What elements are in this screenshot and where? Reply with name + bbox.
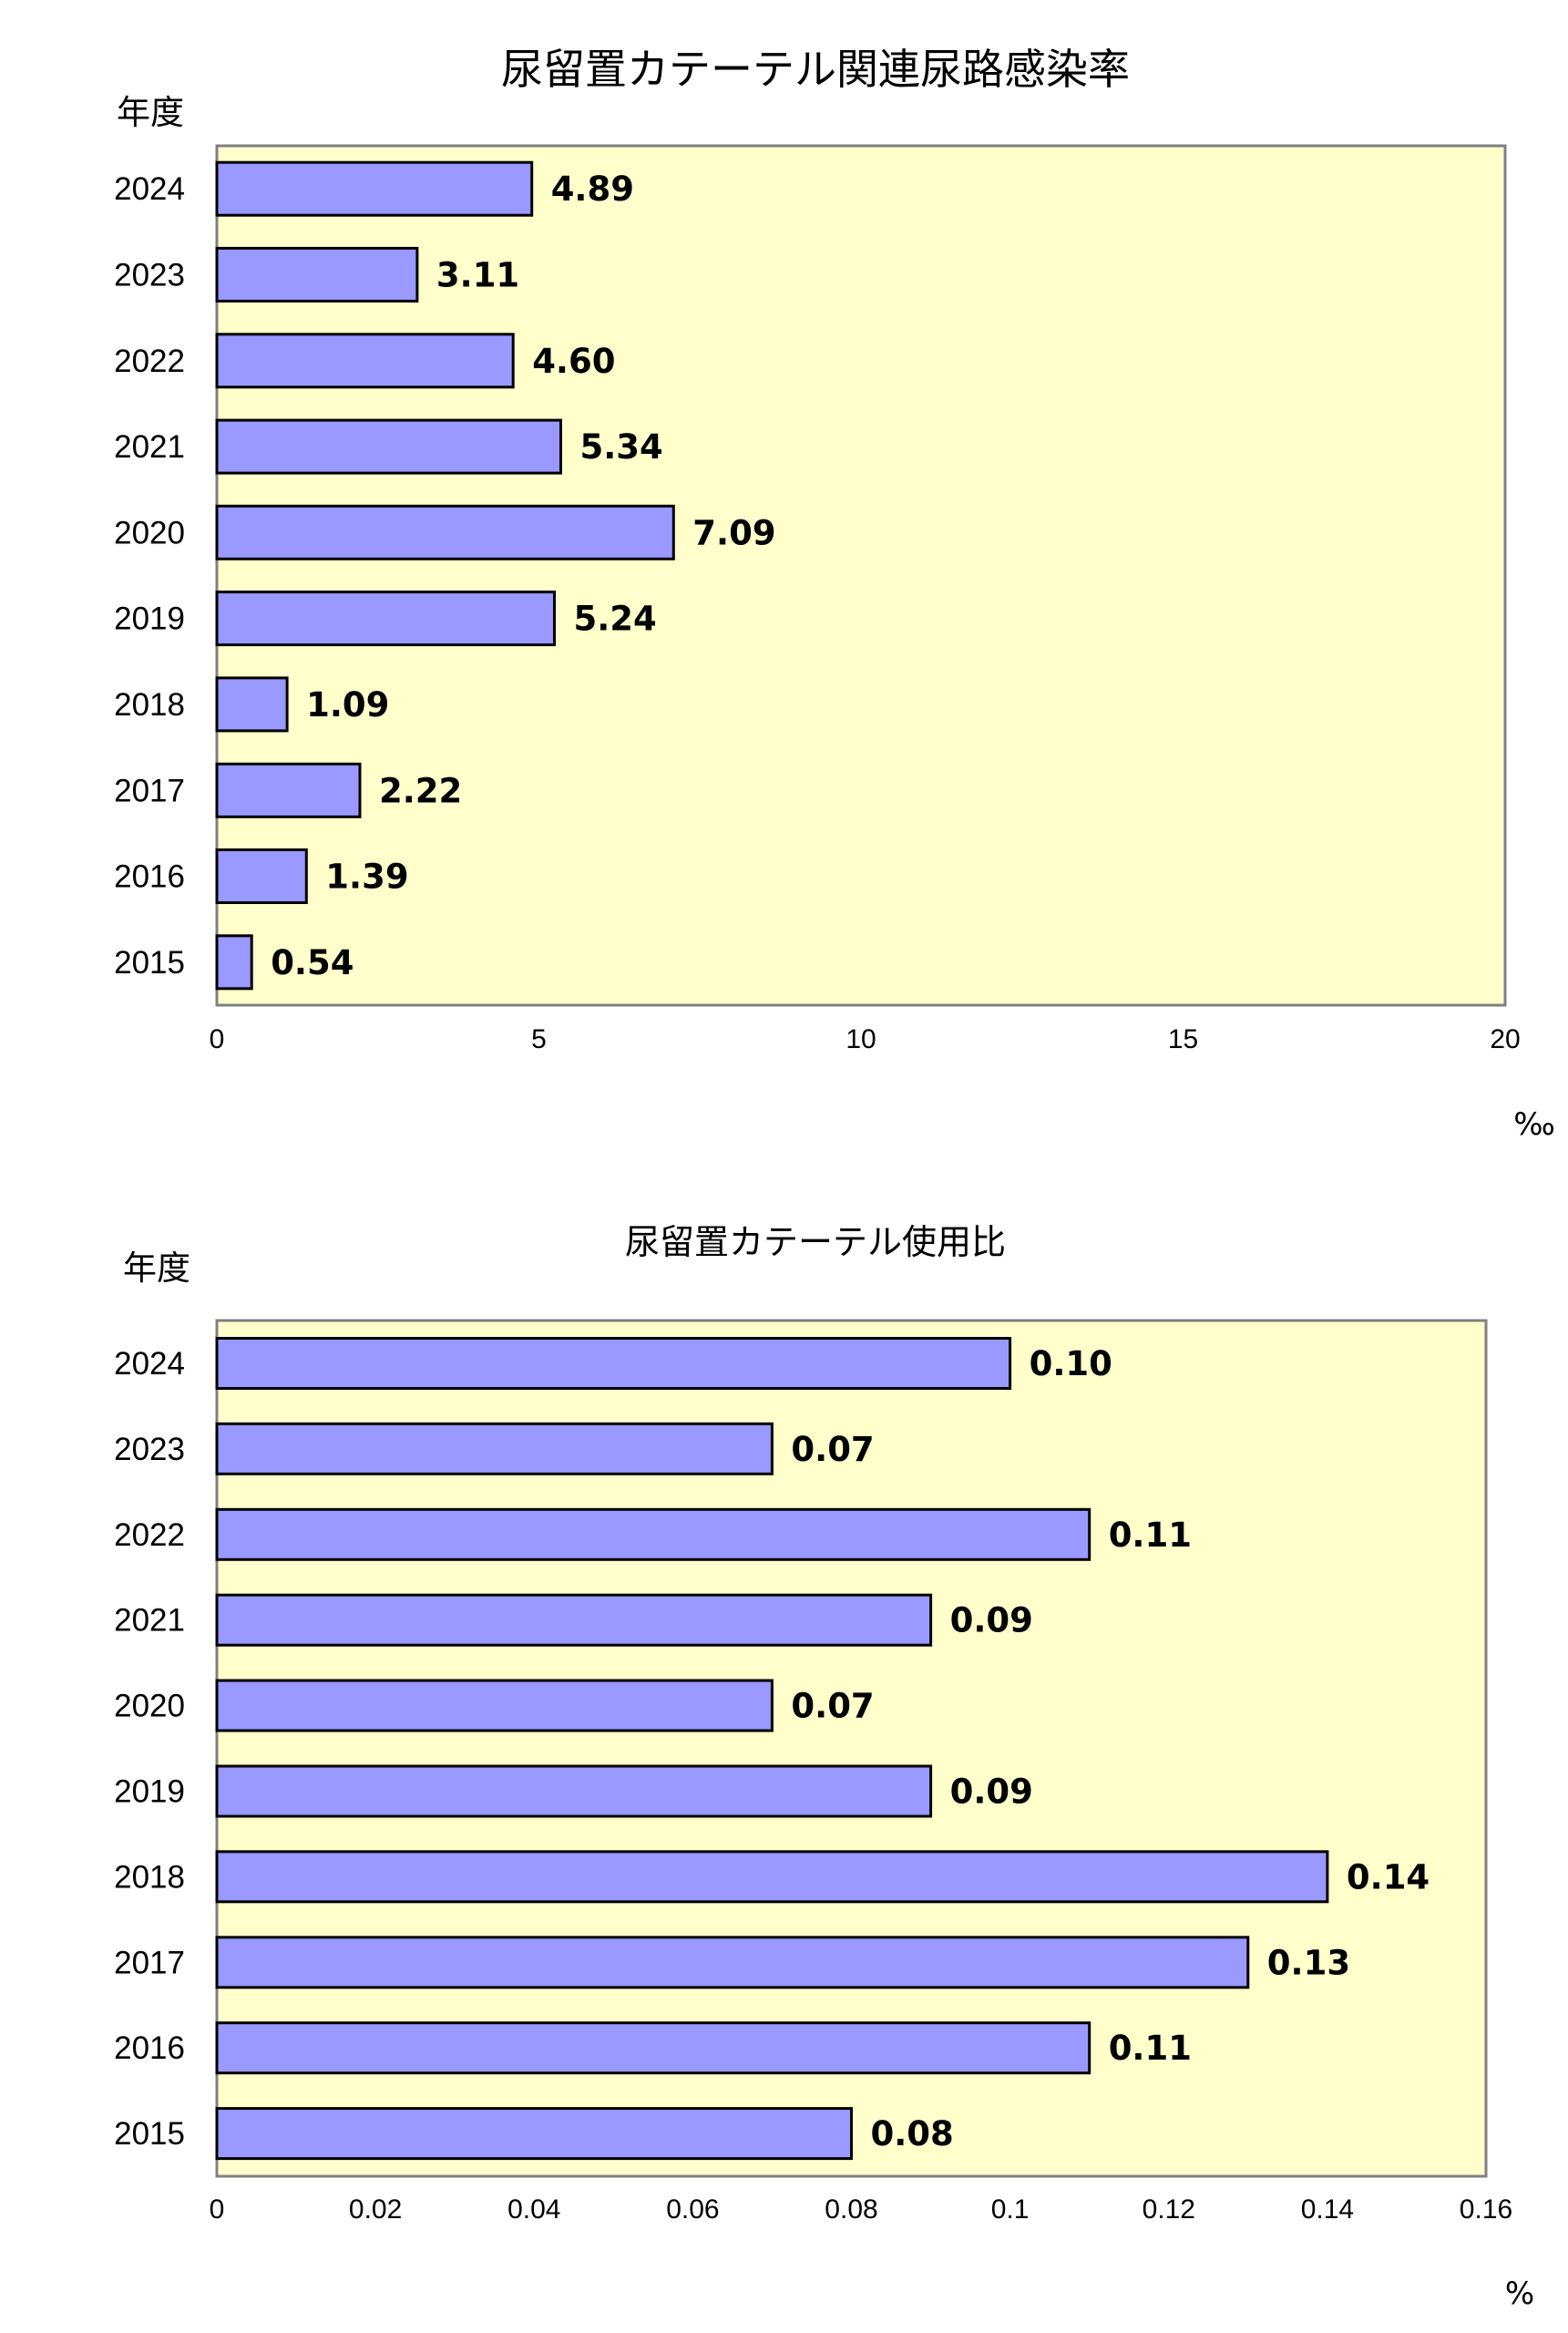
category-label-2023: 2023 [114,1432,185,1467]
data-label-2018: 0.14 [1347,1857,1430,1896]
bar-2017 [215,762,362,818]
data-label-2017: 0.13 [1267,1943,1350,1982]
x-tick-label: 0.12 [1143,2194,1195,2225]
data-label-2022: 4.60 [532,342,615,381]
data-label-2015: 0.08 [871,2114,954,2153]
bar-2021 [215,418,562,475]
category-label-2015: 2015 [114,945,185,981]
infection-rate-chart: 尿留置カテーテル関連尿路感染率 年度 4.89 3.11 4.60 5.34 7.09 5… [114,45,1555,1143]
bar-2024 [215,160,534,217]
usage-ratio-chart: 尿留置カテーテル使用比 年度 0.100.070.110.090.070.090… [114,1222,1534,2312]
x-tick-label: 0.06 [666,2194,719,2225]
category-axis-label: 年度 [117,93,184,132]
category-label-2023: 2023 [114,257,185,293]
x-tick-label: 0.16 [1460,2194,1512,2225]
bar-2018 [215,1850,1329,1904]
bar-2015 [215,2107,853,2161]
bar-2020 [215,504,675,560]
bar-2021 [215,1593,933,1647]
category-label-2018: 2018 [114,687,185,723]
category-label-2019: 2019 [114,601,185,637]
category-label-2019: 2019 [114,1774,185,1810]
category-label-2016: 2016 [114,859,185,895]
bar-2024 [215,1337,1012,1390]
data-label-2016: 1.39 [325,858,408,897]
chart-title: 尿留置カテーテル使用比 [625,1222,1006,1262]
data-label-2018: 1.09 [306,685,389,725]
category-label-2017: 2017 [114,773,185,808]
data-label-2024: 4.89 [551,170,634,209]
bar-2015 [215,934,253,991]
x-tick-label: 5 [531,1024,547,1054]
data-label-2017: 2.22 [379,771,462,810]
category-label-2024: 2024 [114,171,185,207]
bar-2019 [215,591,556,647]
category-label-2018: 2018 [114,1859,185,1895]
x-tick-label: 20 [1490,1024,1520,1054]
bar-2022 [215,1507,1091,1561]
data-label-group: 0.10 0.07 0.11 0.09 0.07 0.09 0.14 0.13 0.11 0.08 [791,1344,1430,2153]
data-label-2020: 0.07 [791,1687,874,1726]
category-label-2021: 2021 [114,429,185,465]
category-label-2021: 2021 [114,1603,185,1639]
data-label-2023: 3.11 [436,255,519,294]
x-tick-label: 0 [210,1024,225,1054]
data-label-2019: 5.24 [574,600,657,639]
data-label-2024: 0.10 [1030,1344,1112,1383]
bar-2020 [215,1679,774,1732]
category-label-2024: 2024 [114,1346,185,1382]
unit-label: % [1505,2276,1534,2312]
x-tick-label: 10 [845,1024,876,1054]
bar-2016 [215,848,308,904]
data-label-2021: 0.09 [950,1601,1033,1640]
x-tick-label: 0.08 [825,2194,877,2225]
x-tick-label: 0.02 [349,2194,402,2225]
bar-2017 [215,1936,1250,1989]
category-label-2022: 2022 [114,344,185,379]
category-label-2020: 2020 [114,515,185,550]
bar-2022 [215,333,515,389]
bar-2016 [215,2021,1091,2075]
tick-label-group: 0 0.02 0.04 0.06 0.08 0.1 0.12 0.14 0.16 [210,2194,1513,2225]
data-label-2019: 0.09 [950,1773,1033,1812]
category-label-2017: 2017 [114,1945,185,1980]
category-label-2020: 2020 [114,1689,185,1724]
bar-2023 [215,1422,774,1475]
x-tick-label: 0 [210,2194,225,2225]
category-label-2022: 2022 [114,1517,185,1553]
data-label-2022: 0.11 [1109,1516,1192,1555]
bar-2019 [215,1764,933,1818]
category-axis-label: 年度 [123,1249,190,1288]
bar-group [215,160,675,991]
category-label-2016: 2016 [114,2030,185,2066]
category-label-2015: 2015 [114,2116,185,2152]
x-tick-label: 0.04 [507,2194,560,2225]
data-label-2021: 5.34 [580,427,663,467]
tick-label-group: 0 5 10 15 20 [210,1024,1521,1054]
category-label-group: 2024 2023 2022 2021 2020 2019 2018 2017 2016 2015 [114,171,185,981]
category-label-group: 2024 2023 2022 2021 2020 2019 2018 2017 2016 2015 [114,1346,185,2152]
data-label-2023: 0.07 [791,1430,874,1469]
data-label-2015: 0.54 [271,943,354,982]
plot-area [215,144,1507,1007]
data-label-2020: 7.09 [692,513,775,552]
data-label-group: 4.89 3.11 4.60 5.34 7.09 5.24 1.09 2.22 1.39 0.54 [271,170,775,982]
x-tick-label: 0.14 [1301,2194,1354,2225]
bar-2023 [215,246,419,303]
x-tick-label: 15 [1168,1024,1198,1054]
unit-label: ‰ [1513,1106,1555,1143]
data-label-2016: 0.11 [1109,2029,1192,2068]
chart-title: 尿留置カテーテル関連尿路感染率 [501,45,1130,94]
x-tick-label: 0.1 [991,2194,1030,2225]
bar-2018 [215,676,289,733]
bar-group [215,1337,1329,2161]
